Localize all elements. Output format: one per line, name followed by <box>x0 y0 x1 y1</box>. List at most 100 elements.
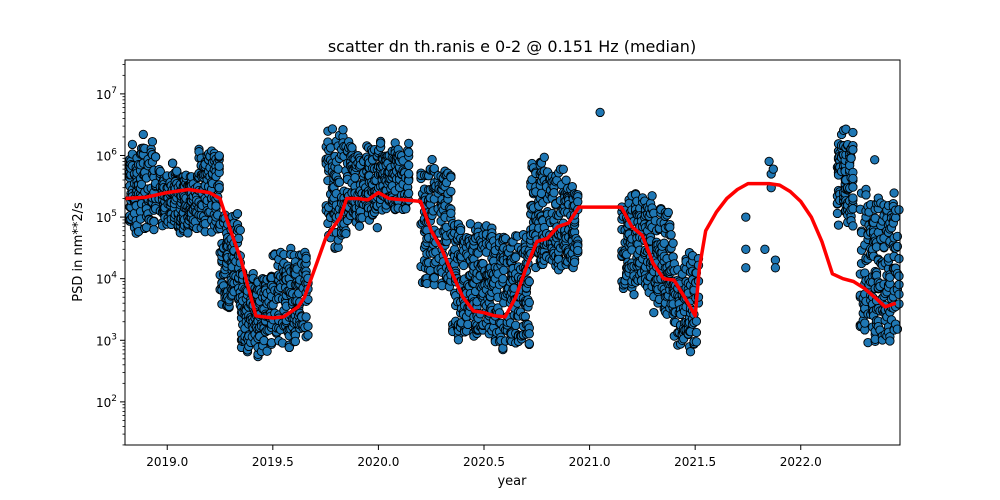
scatter-point <box>549 188 559 198</box>
scatter-point <box>341 228 351 239</box>
scatter-point <box>334 177 345 187</box>
scatter-point <box>860 318 870 328</box>
x-tick-label: 2021.5 <box>674 455 716 469</box>
scatter-point <box>375 138 386 148</box>
scatter-point <box>183 228 193 238</box>
scatter-point <box>894 271 904 281</box>
x-axis: 2019.0 2019.5 2020.0 2020.5 2021.0 2021.5 2022… <box>146 445 822 469</box>
scatter-point <box>404 169 414 179</box>
scatter-point <box>889 188 899 198</box>
y-tick-label: 103 <box>96 332 117 348</box>
scatter-point <box>691 337 702 347</box>
chart-title: scatter dn th.ranis e 0-2 @ 0.151 Hz (me… <box>328 37 696 56</box>
scatter-point <box>647 191 657 201</box>
scatter-point <box>350 173 360 183</box>
scatter-point <box>595 107 605 118</box>
scatter-point <box>649 307 659 318</box>
y-tick-label: 106 <box>96 147 117 163</box>
scatter-point <box>149 216 159 227</box>
scatter-point <box>290 336 301 347</box>
scatter-point <box>741 212 751 222</box>
scatter-point <box>235 225 245 235</box>
scatter-point <box>338 125 348 135</box>
scatter-point <box>558 164 568 174</box>
y-axis-label: PSD in nm**2/s <box>71 202 86 302</box>
scatter-point <box>524 297 534 308</box>
scatter-point <box>663 207 673 218</box>
x-tick-label: 2021.0 <box>569 455 611 469</box>
scatter-point <box>894 205 904 215</box>
scatter-point <box>524 276 534 287</box>
scatter-point <box>848 173 858 184</box>
x-tick-label: 2022.0 <box>780 455 822 469</box>
scatter-point <box>404 188 414 199</box>
scatter-point <box>446 172 456 182</box>
scatter-point <box>894 279 904 290</box>
scatter-point <box>573 197 583 207</box>
scatter-point <box>885 336 895 346</box>
scatter-point <box>573 245 583 256</box>
scatter-point <box>333 164 343 174</box>
scatter-point <box>147 136 158 147</box>
scatter-point <box>539 152 549 162</box>
scatter-point <box>136 179 147 190</box>
scatter-point <box>301 253 311 264</box>
scatter-point <box>894 254 904 264</box>
y-tick-label: 107 <box>96 86 117 102</box>
scatter-point <box>455 225 466 236</box>
scatter-point <box>303 321 313 331</box>
scatter-point <box>458 260 469 271</box>
scatter-point <box>894 299 904 309</box>
scatter-point <box>691 327 702 338</box>
scatter-point <box>429 163 439 174</box>
scatter-point <box>760 244 770 254</box>
y-tick-label: 104 <box>96 271 117 287</box>
scatter-point <box>214 151 224 161</box>
scatter-point <box>446 186 456 197</box>
scatter-point <box>214 161 224 171</box>
scatter-point <box>569 257 580 267</box>
scatter-point <box>561 175 571 185</box>
scatter-point <box>404 160 414 170</box>
scatter-point <box>429 273 439 283</box>
scatter-point <box>211 201 221 211</box>
scatter-point <box>232 208 243 219</box>
scatter-point <box>262 346 272 356</box>
scatter-point <box>404 147 414 157</box>
median-line-group <box>124 181 897 320</box>
scatter-point <box>659 238 669 248</box>
scatter-point <box>167 158 178 168</box>
scatter-point <box>404 138 414 149</box>
scatter-points <box>125 107 904 362</box>
scatter-point <box>401 204 411 214</box>
scatter-point <box>511 252 521 262</box>
scatter-point <box>303 330 313 340</box>
scatter-point <box>520 311 530 322</box>
scatter-point <box>861 190 871 200</box>
scatter-point <box>427 154 437 165</box>
x-tick-label: 2020.0 <box>357 455 399 469</box>
scatter-point <box>848 193 858 203</box>
scatter-point <box>668 238 678 248</box>
y-tick-label: 102 <box>96 394 117 410</box>
plot-frame <box>124 59 901 446</box>
scatter-point <box>770 255 781 265</box>
scatter-point <box>172 166 182 176</box>
scatter-point <box>770 263 781 273</box>
x-axis-label: year <box>497 474 527 489</box>
scatter-point <box>347 143 357 153</box>
scatter-point <box>666 230 676 240</box>
scatter-point <box>691 316 702 326</box>
scatter-point <box>301 312 311 322</box>
scatter-point <box>832 208 843 219</box>
scatter-point <box>327 124 338 134</box>
scatter-point <box>524 329 534 339</box>
scatter-point <box>127 139 138 150</box>
scatter-point <box>848 145 858 155</box>
x-tick-label: 2020.5 <box>463 455 505 469</box>
scatter-point <box>629 289 639 300</box>
scatter-point <box>848 221 858 231</box>
scatter-point <box>846 153 856 163</box>
scatter-point <box>524 339 534 349</box>
